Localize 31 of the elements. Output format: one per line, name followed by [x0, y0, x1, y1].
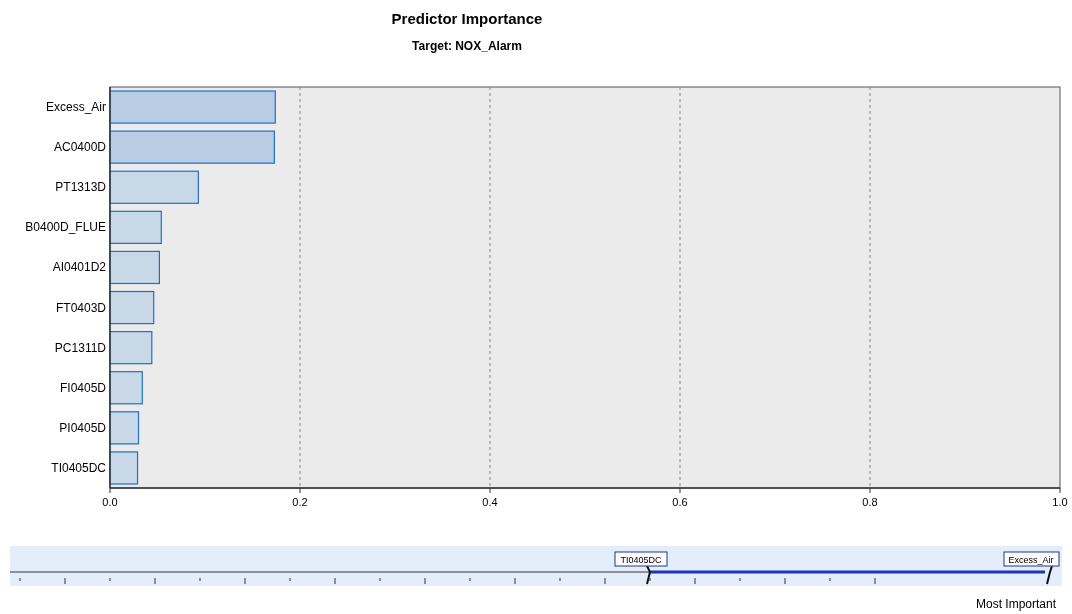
text: TI0405DC	[620, 555, 662, 565]
bar	[109, 331, 153, 365]
x-tick-label: 0.6	[672, 496, 688, 508]
bar	[109, 90, 276, 124]
bar	[109, 411, 140, 445]
y-tick-label: PI0405D	[59, 420, 107, 435]
bar	[109, 250, 160, 285]
y-tick-label: PT1313D	[55, 180, 107, 195]
bar	[109, 170, 199, 204]
bar	[109, 210, 162, 244]
y-tick-label: PC1311D	[54, 340, 107, 355]
y-tick-label: AC0400D	[53, 140, 107, 155]
x-tick-label: 0.4	[482, 496, 498, 508]
y-tick-label: FI0405D	[59, 380, 107, 395]
x-tick-label: 0.2	[292, 496, 308, 508]
chart-title: Predictor Importance	[391, 10, 543, 27]
y-tick-label: TI0405DC	[51, 460, 107, 475]
x-tick-label: 0.0	[102, 496, 118, 508]
text: Excess_Air	[1008, 555, 1054, 565]
bar	[109, 290, 155, 325]
y-tick-label: FT0403D	[55, 300, 107, 315]
text: Most Important	[975, 597, 1057, 611]
chart-subtitle: Target: NOX_Alarm	[412, 39, 522, 53]
x-tick-label: 1.0	[1052, 496, 1068, 508]
bar	[109, 371, 143, 405]
bar	[109, 130, 275, 164]
y-tick-label: B0400D_FLUE	[25, 220, 106, 235]
y-tick-label: Excess_Air	[45, 100, 106, 115]
bar	[109, 451, 139, 485]
y-tick-label: AI0401D2	[52, 260, 107, 275]
x-tick-label: 0.8	[862, 496, 878, 508]
